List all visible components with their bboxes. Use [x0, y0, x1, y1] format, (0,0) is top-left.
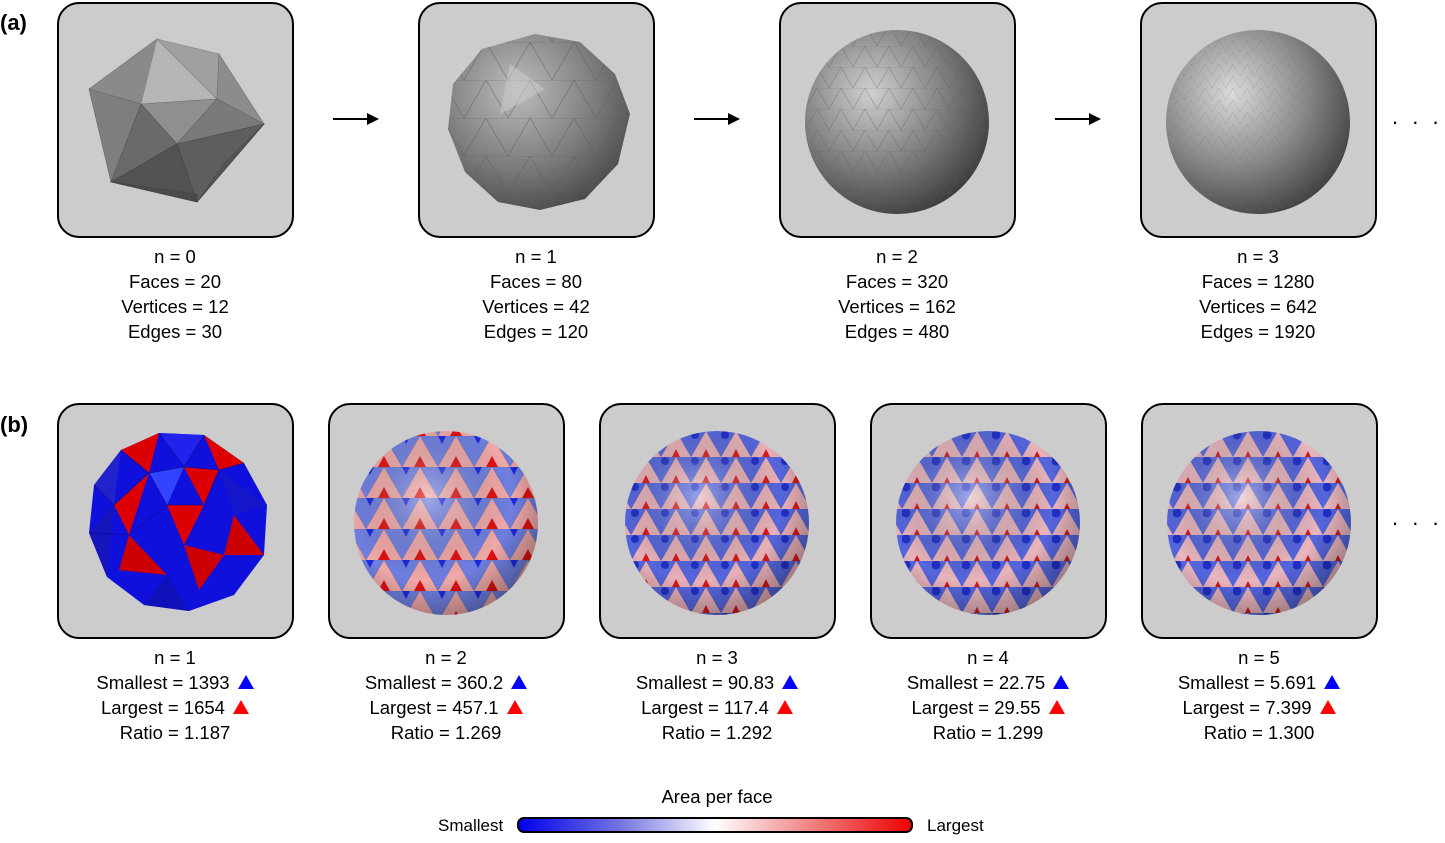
colorbar [517, 817, 913, 833]
area-ratio: Ratio = 1.300 [1203, 722, 1315, 743]
arrow-right-icon [333, 113, 379, 125]
ellipsis-a: . . . [1392, 104, 1443, 129]
stage-n-label: n = 1 [154, 647, 196, 668]
geodesic-sphere-tile [418, 2, 655, 238]
faces-count: Faces = 320 [845, 271, 949, 292]
stage-n-label: n = 2 [425, 647, 467, 668]
icosahedron-tile [57, 2, 294, 238]
stage-n-label: n = 3 [1237, 246, 1279, 267]
vertices-count: Vertices = 642 [1199, 296, 1317, 317]
largest-area: Largest = 7.399 [1182, 697, 1312, 718]
area-map-n1 [88, 432, 267, 611]
smallest-area-row: Smallest = 360.2 [346, 670, 546, 695]
smallest-area: Smallest = 5.691 [1177, 672, 1317, 693]
blue-triangle-icon [511, 675, 528, 689]
stage-n-label: n = 2 [876, 246, 918, 267]
smallest-area-row: Smallest = 1393 [75, 670, 275, 695]
smallest-area: Smallest = 360.2 [364, 672, 504, 693]
geodesic-mesh-n2 [805, 30, 989, 214]
stage-b4-caption: n = 4 Smallest = 22.75 Largest = 29.55 R… [888, 645, 1088, 745]
area-map-tile [1141, 403, 1378, 639]
smallest-area: Smallest = 1393 [96, 672, 230, 693]
vertices-count: Vertices = 162 [838, 296, 956, 317]
largest-area-row: Largest = 29.55 [888, 695, 1088, 720]
red-triangle-icon [1319, 700, 1336, 714]
arrow-right-icon [694, 113, 740, 125]
red-triangle-icon [232, 700, 249, 714]
area-ratio: Ratio = 1.269 [390, 722, 502, 743]
stage-b2-caption: n = 2 Smallest = 360.2 Largest = 457.1 R… [346, 645, 546, 745]
blue-triangle-icon [782, 675, 799, 689]
area-ratio: Ratio = 1.187 [119, 722, 231, 743]
area-map-n4 [896, 431, 1080, 615]
largest-area: Largest = 117.4 [641, 697, 769, 718]
colorbar-max-label: Largest [927, 816, 984, 835]
area-map-n5 [1167, 431, 1351, 615]
geodesic-sphere-tile [1140, 2, 1377, 238]
largest-area-row: Largest = 1654 [75, 695, 275, 720]
area-map-n2 [354, 431, 538, 615]
geodesic-mesh-n3 [1166, 30, 1350, 214]
ellipsis-b: . . . [1392, 505, 1443, 530]
faces-count: Faces = 80 [489, 271, 583, 292]
arrow-right-icon [1055, 113, 1101, 125]
largest-area: Largest = 457.1 [369, 697, 499, 718]
largest-area-row: Largest = 7.399 [1159, 695, 1359, 720]
vertices-count: Vertices = 12 [121, 296, 229, 317]
stage-n-label: n = 5 [1238, 647, 1280, 668]
area-ratio: Ratio = 1.292 [661, 722, 773, 743]
panel-b-label: (b) [0, 412, 29, 437]
blue-triangle-icon [237, 675, 254, 689]
largest-area-row: Largest = 457.1 [346, 695, 546, 720]
stage-a1-caption: n = 1 Faces = 80 Vertices = 42 Edges = 1… [436, 244, 636, 344]
stage-b3-caption: n = 3 Smallest = 90.83 Largest = 117.4 R… [617, 645, 817, 745]
colorbar-min-label: Smallest [438, 816, 504, 835]
largest-area: Largest = 1654 [101, 697, 225, 718]
colorbar-title: Area per face [661, 786, 773, 807]
stage-n-label: n = 0 [154, 246, 196, 267]
vertices-count: Vertices = 42 [482, 296, 590, 317]
area-map-tile [870, 403, 1107, 639]
stage-n-label: n = 4 [967, 647, 1009, 668]
edges-count: Edges = 120 [483, 321, 589, 342]
area-map-tile [328, 403, 565, 639]
red-triangle-icon [1048, 700, 1065, 714]
smallest-area-row: Smallest = 5.691 [1159, 670, 1359, 695]
stage-b1-caption: n = 1 Smallest = 1393 Largest = 1654 Rat… [75, 645, 275, 745]
edges-count: Edges = 30 [127, 321, 223, 342]
faces-count: Faces = 1280 [1201, 271, 1315, 292]
stage-a2-caption: n = 2 Faces = 320 Vertices = 162 Edges =… [797, 244, 997, 344]
stage-a0-caption: n = 0 Faces = 20 Vertices = 12 Edges = 3… [75, 244, 275, 344]
geodesic-sphere-tile [779, 2, 1016, 238]
red-triangle-icon [506, 700, 523, 714]
panel-a-label: (a) [0, 10, 27, 35]
area-map-n3 [625, 431, 809, 615]
stage-a3-caption: n = 3 Faces = 1280 Vertices = 642 Edges … [1158, 244, 1358, 344]
largest-area: Largest = 29.55 [911, 697, 1041, 718]
area-map-tile [57, 403, 294, 639]
smallest-area: Smallest = 90.83 [635, 672, 775, 693]
smallest-area: Smallest = 22.75 [906, 672, 1046, 693]
stage-n-label: n = 1 [515, 246, 557, 267]
smallest-area-row: Smallest = 22.75 [888, 670, 1088, 695]
area-ratio: Ratio = 1.299 [932, 722, 1044, 743]
stage-b5-caption: n = 5 Smallest = 5.691 Largest = 7.399 R… [1159, 645, 1359, 745]
largest-area-row: Largest = 117.4 [617, 695, 817, 720]
blue-triangle-icon [1053, 675, 1070, 689]
faces-count: Faces = 20 [128, 271, 222, 292]
geodesic-mesh-n1 [448, 34, 630, 210]
red-triangle-icon [776, 700, 793, 714]
smallest-area-row: Smallest = 90.83 [617, 670, 817, 695]
icosahedron-mesh [88, 38, 265, 203]
blue-triangle-icon [1324, 675, 1341, 689]
area-map-tile [599, 403, 836, 639]
edges-count: Edges = 1920 [1200, 321, 1316, 342]
stage-n-label: n = 3 [696, 647, 738, 668]
edges-count: Edges = 480 [844, 321, 950, 342]
